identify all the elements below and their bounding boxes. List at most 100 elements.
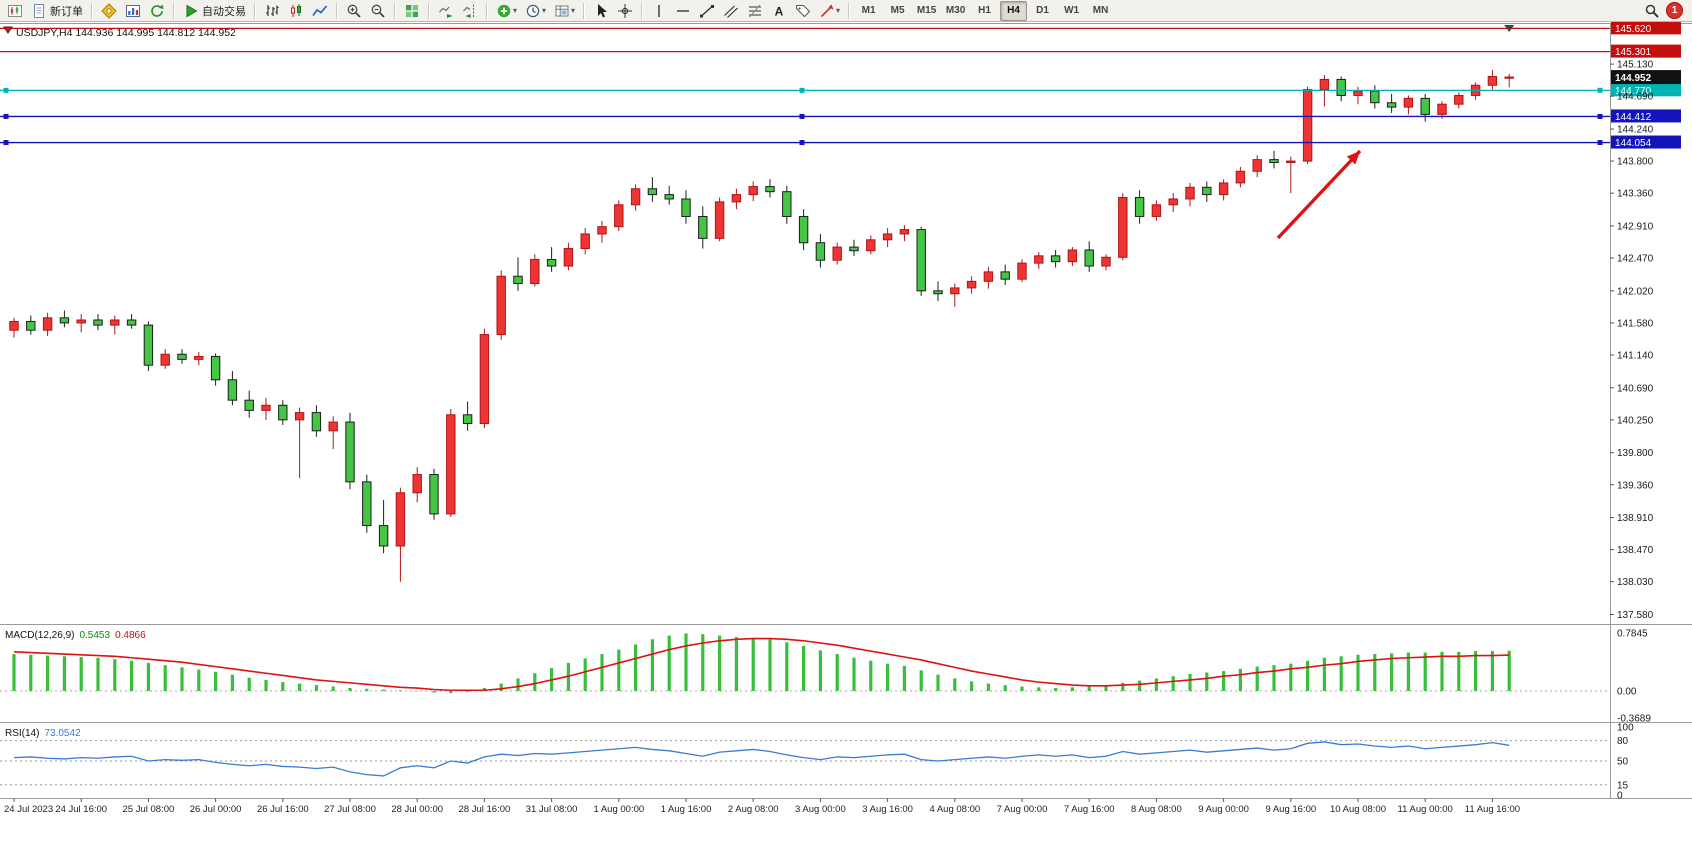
- timeframe-m15[interactable]: M15: [916, 5, 937, 16]
- timeframe-m5[interactable]: M5: [890, 5, 905, 16]
- text-button[interactable]: A: [768, 1, 790, 21]
- new-order-button[interactable]: 新订单: [28, 1, 86, 21]
- timeframe-m30[interactable]: M30: [945, 5, 966, 16]
- bar-chart-button[interactable]: [261, 1, 283, 21]
- toolbar-separator: [254, 2, 256, 19]
- crosshair-button[interactable]: [614, 1, 636, 21]
- time-tick: 7 Aug 16:00: [1064, 804, 1115, 815]
- time-tick: 2 Aug 08:00: [728, 804, 779, 815]
- vertical-line-button[interactable]: [648, 1, 670, 21]
- candle-body: [462, 414, 473, 425]
- hline-handle[interactable]: [1597, 140, 1603, 146]
- time-tick: 1 Aug 16:00: [661, 804, 712, 815]
- candle-body: [933, 290, 943, 295]
- refresh-button[interactable]: [146, 1, 168, 21]
- metaeditor-button[interactable]: [98, 1, 120, 21]
- candle-body: [194, 355, 204, 360]
- candle-body: [1185, 186, 1195, 200]
- hline-handle[interactable]: [3, 113, 9, 119]
- rsi-label: RSI(14) 73.0542: [5, 728, 81, 739]
- candle-body: [1420, 97, 1430, 115]
- templates-icon: [555, 5, 569, 16]
- timeframe-h4[interactable]: H4: [1000, 0, 1028, 21]
- hline-price-text: 144.412: [1615, 112, 1652, 123]
- candle-body: [1118, 197, 1128, 258]
- tile-windows-button[interactable]: [401, 1, 423, 21]
- equidistant-channel-button[interactable]: [720, 1, 742, 21]
- candle-body: [1302, 89, 1313, 162]
- candle-body: [1084, 249, 1094, 267]
- candle-body: [1504, 76, 1514, 79]
- candle-body: [647, 188, 658, 196]
- candle-body: [580, 233, 590, 250]
- metaeditor-icon: [101, 2, 117, 19]
- autotrading-button[interactable]: 自动交易: [180, 1, 249, 21]
- rsi-axis-tick: 15: [1617, 780, 1629, 791]
- timeframe-m1[interactable]: M1: [861, 5, 876, 16]
- zoom-out-button[interactable]: [367, 1, 389, 21]
- timeframe-w1[interactable]: W1: [1064, 5, 1080, 16]
- trendline-button[interactable]: [696, 1, 718, 21]
- hline-price-text: 145.301: [1615, 47, 1652, 58]
- timeframe-h1[interactable]: H1: [978, 5, 991, 16]
- hline-price-label: [1611, 135, 1681, 149]
- hline-objects-layer[interactable]: 145.620 145.301 144.770 144.412 144.054: [0, 21, 1681, 149]
- chevron-down-icon: ▾: [836, 6, 841, 15]
- chart-canvas[interactable]: 145.620 145.301 144.770 144.412 144.054 145.…: [0, 21, 1692, 849]
- timeframe-mn[interactable]: MN: [1092, 5, 1109, 16]
- auto-scroll-button[interactable]: [435, 1, 457, 21]
- new-chart-button[interactable]: [4, 1, 26, 21]
- candle-body: [395, 492, 406, 547]
- zoom-out-icon: [371, 4, 385, 18]
- market-watch-button[interactable]: [122, 1, 144, 21]
- annotations-layer[interactable]: [1276, 25, 1515, 240]
- candle-body: [1067, 249, 1078, 263]
- candle-body: [9, 320, 19, 331]
- candle-body: [1000, 271, 1010, 280]
- chart-shift-button[interactable]: [459, 1, 481, 21]
- hline-handle[interactable]: [799, 140, 805, 146]
- candle-body: [1336, 78, 1346, 96]
- horizontal-line-button[interactable]: [672, 1, 694, 21]
- toolbar-separator: [848, 2, 851, 19]
- hline-handle[interactable]: [799, 87, 805, 93]
- arrows-button[interactable]: ▾: [816, 1, 843, 21]
- candle-body: [1034, 255, 1044, 264]
- hline-handle[interactable]: [1597, 113, 1603, 119]
- chart-shift-marker[interactable]: [1504, 25, 1515, 32]
- arrow-head[interactable]: [1346, 151, 1360, 165]
- hline-handle[interactable]: [3, 140, 9, 146]
- timeframe-d1[interactable]: D1: [1036, 5, 1049, 16]
- candle-body: [731, 194, 742, 203]
- label-button[interactable]: [792, 1, 814, 21]
- templates-button[interactable]: ▾: [551, 1, 578, 21]
- line-chart-button[interactable]: [309, 1, 331, 21]
- candle-body: [782, 191, 792, 217]
- rsi-line: [13, 741, 1510, 777]
- candle-body: [546, 258, 557, 267]
- hline-handle[interactable]: [3, 87, 9, 93]
- candle-body: [664, 194, 674, 200]
- candle-body: [1017, 262, 1027, 280]
- price-tick: 140.690: [1617, 383, 1654, 394]
- notification-badge[interactable]: 1: [1666, 2, 1683, 19]
- candle-body: [1370, 90, 1380, 104]
- candle-body: [59, 317, 70, 324]
- arrow-shape-icon: [820, 4, 834, 17]
- cursor-button[interactable]: [590, 1, 612, 21]
- fibonacci-button[interactable]: [744, 1, 766, 21]
- candle-body: [1487, 75, 1498, 86]
- candle-body: [1269, 159, 1279, 164]
- indicators-button[interactable]: ▾: [493, 1, 520, 21]
- arrow-annotation[interactable]: [1276, 149, 1362, 240]
- hline-handle[interactable]: [799, 113, 805, 119]
- time-tick: 31 Jul 08:00: [526, 804, 578, 815]
- zoom-in-button[interactable]: [343, 1, 365, 21]
- toolbar-separator: [336, 2, 338, 19]
- price-tick: 137.580: [1617, 610, 1654, 621]
- price-tick: 141.140: [1617, 350, 1654, 361]
- periods-button[interactable]: ▾: [522, 1, 549, 21]
- hline-handle[interactable]: [1597, 87, 1603, 93]
- search-button[interactable]: [1641, 1, 1663, 21]
- candlestick-chart-button[interactable]: [285, 1, 307, 21]
